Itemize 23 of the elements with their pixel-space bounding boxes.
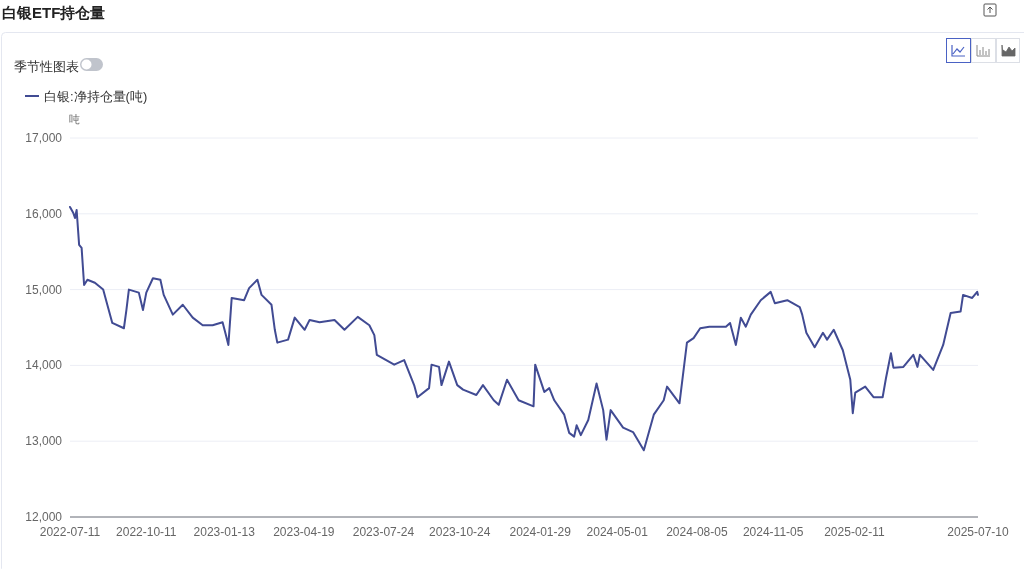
y-tick-label: 16,000	[25, 206, 63, 221]
x-tick-label: 2023-04-19	[273, 525, 335, 539]
x-tick-label: 2022-07-11	[39, 525, 101, 539]
x-tick-label: 2023-07-24	[352, 525, 415, 539]
x-tick-label: 2024-01-29	[509, 525, 572, 539]
legend-label: 白银:净持仓量(吨)	[44, 88, 148, 104]
x-tick-label: 2023-10-24	[429, 525, 491, 539]
y-tick-label: 13,000	[25, 434, 63, 449]
line-series	[69, 205, 979, 452]
y-tick-label: 12,000	[25, 510, 63, 524]
text: 季节性图表	[14, 59, 79, 74]
x-tick-label: 2024-05-01	[586, 525, 649, 539]
x-tick-label: 2022-10-11	[116, 525, 177, 539]
y-tick-label: 15,000	[25, 282, 63, 297]
x-tick-label: 2023-01-13	[193, 525, 256, 539]
chart-title: 白银ETF持仓量	[2, 4, 106, 21]
x-tick-label: 2024-08-05	[666, 525, 728, 539]
y-tick-label: 17,000	[25, 131, 63, 145]
x-tick-label: 2025-02-11	[824, 525, 886, 539]
x-tick-label: 2025-07-10	[947, 525, 1010, 539]
y-axis-title: 吨	[68, 113, 80, 125]
y-tick-label: 14,000	[25, 358, 63, 373]
x-tick-label: 2024-11-05	[742, 525, 804, 539]
